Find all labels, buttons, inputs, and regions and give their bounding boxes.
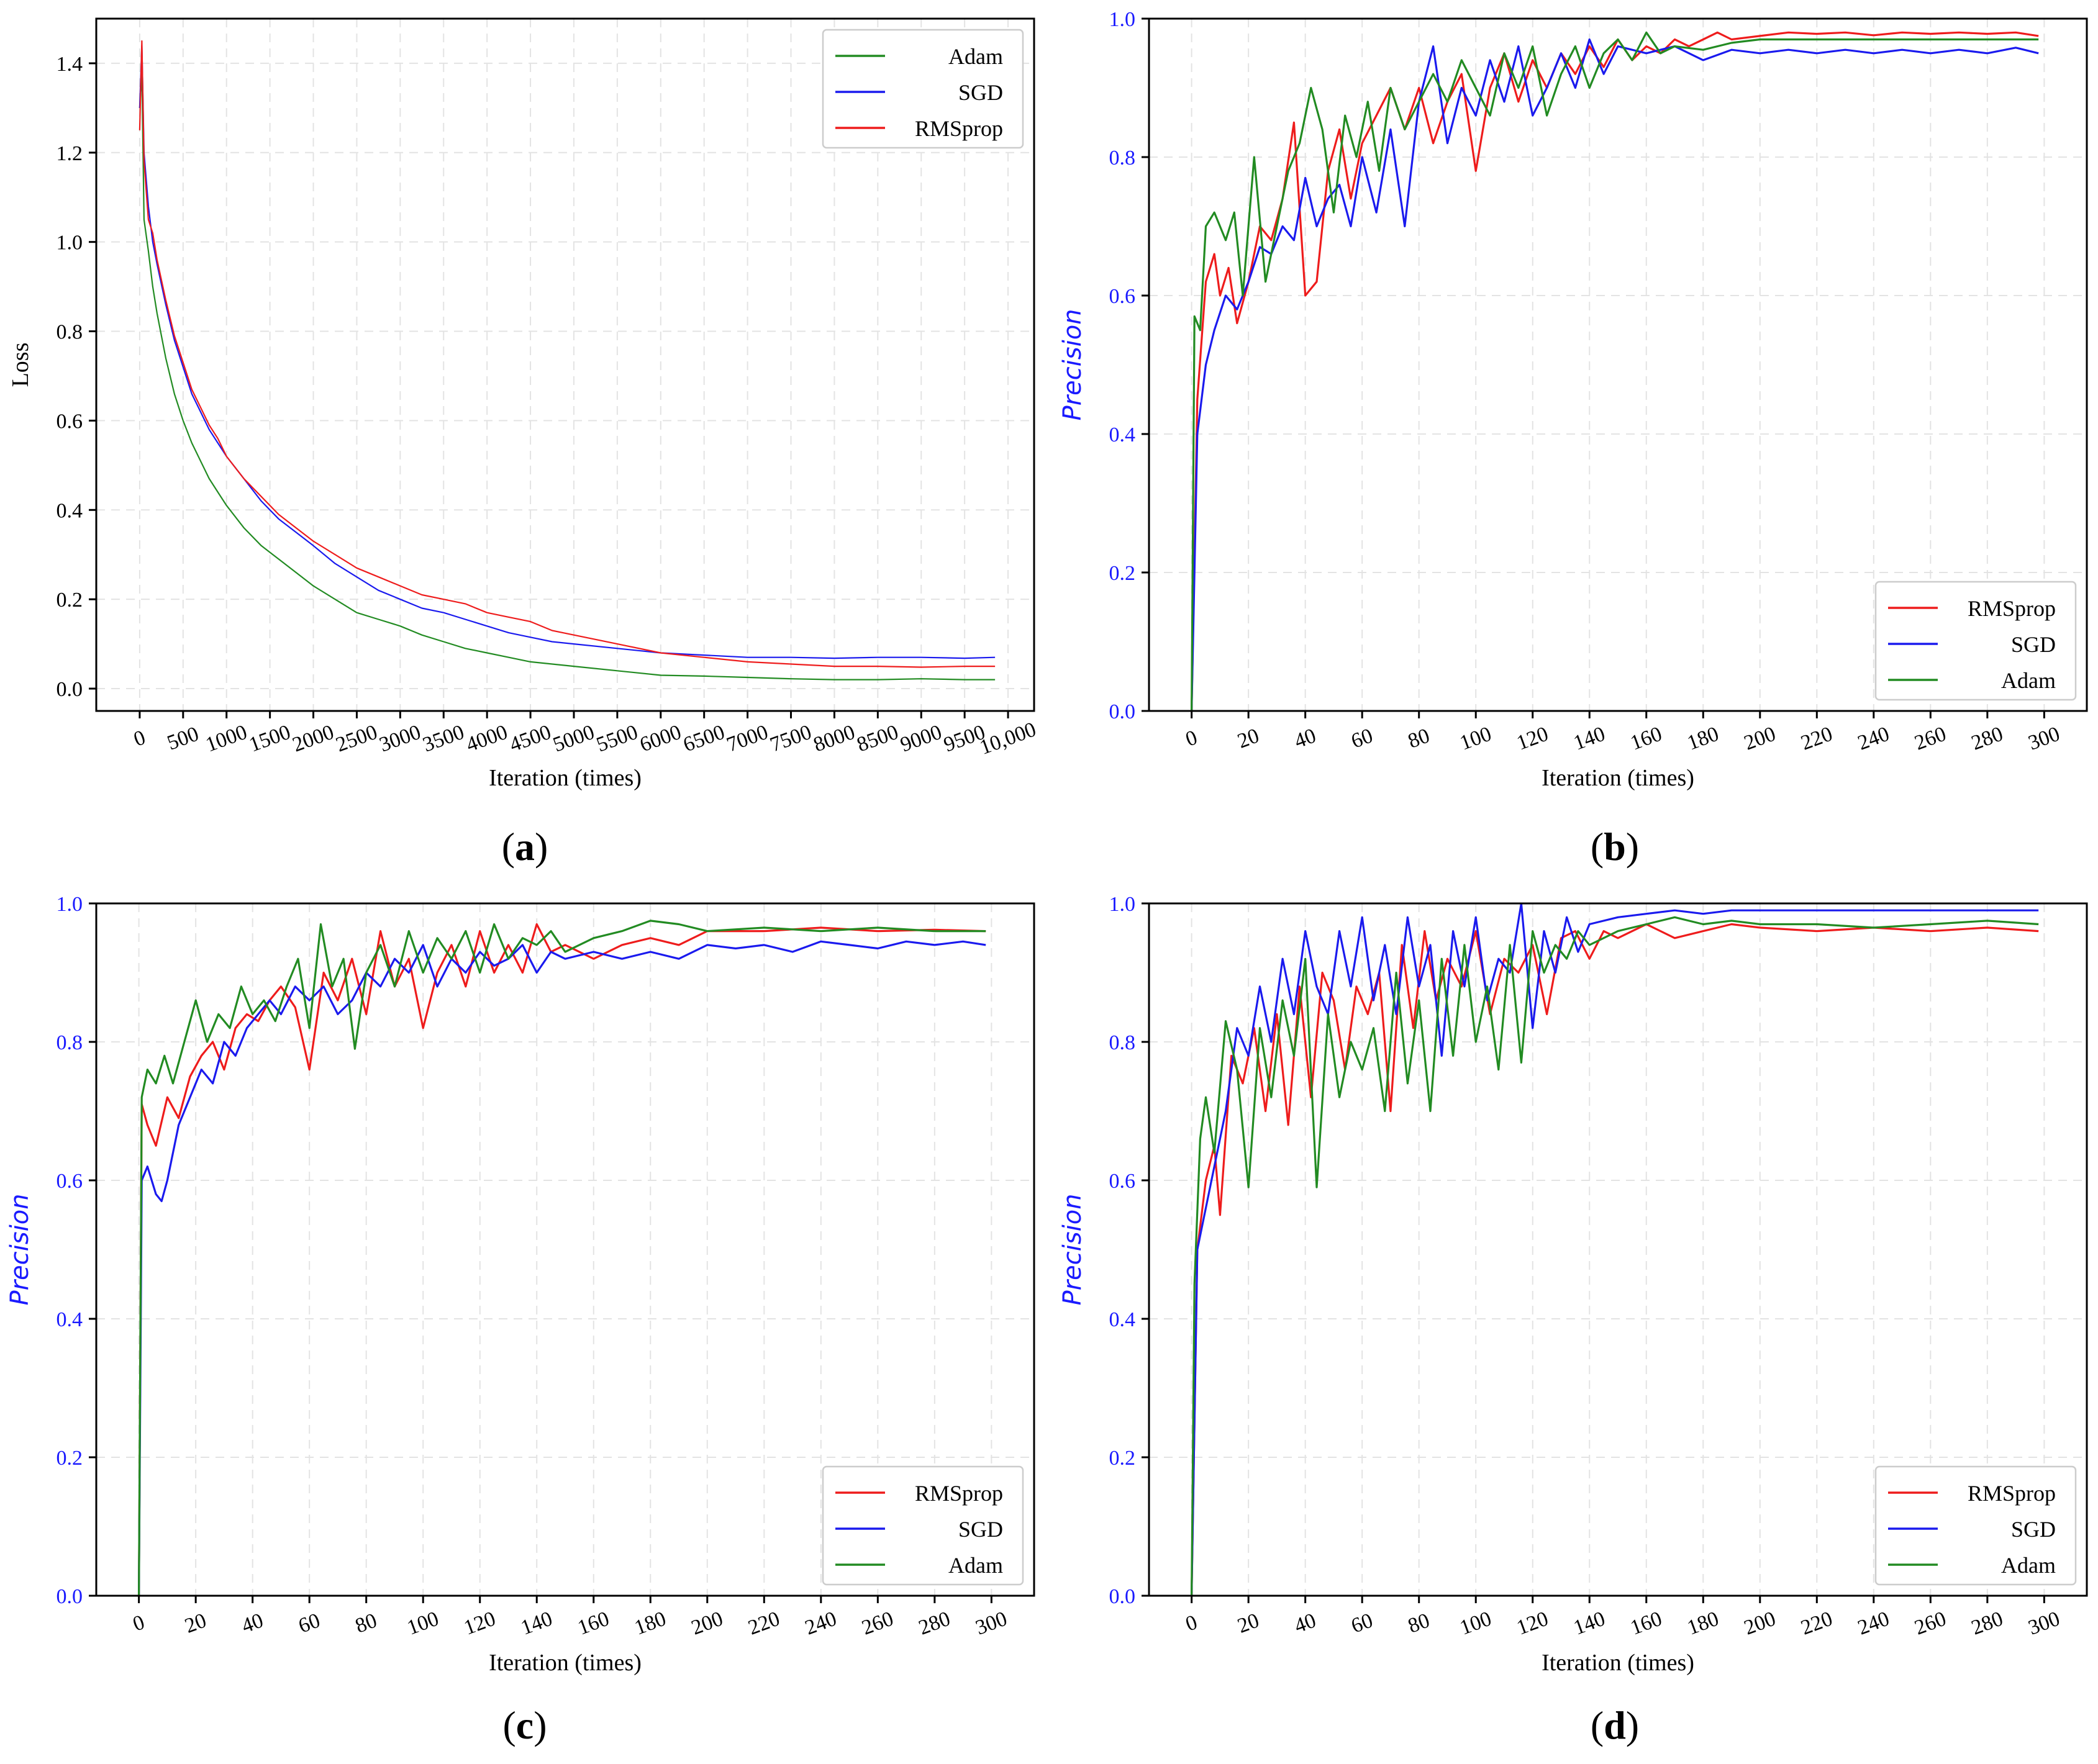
panel-b-ytick-label-0: 0.0 [1109,700,1136,723]
panel-d-series-adam [1191,916,2039,1596]
panel-a-ytick-label-5: 1.0 [57,232,83,255]
panel-c-ylabel: Precision [6,1193,34,1305]
panel-b: 0 20 40 60 80 100 120 140 160 180 200 220 240 260 280 3… [1058,8,2088,869]
panel-c-legend-box [822,1465,1024,1586]
panel-b-axes-frame [1148,17,2088,712]
panel-c-ytick-label-1: 0.2 [57,1447,83,1470]
panel-b-ytick-label-4: 0.8 [1109,147,1136,170]
panel-c-series-adam [138,920,986,1596]
panel-a-series [139,40,996,681]
panel-d-series [1191,903,2039,1596]
panel-d-xlabel: Iteration (times) [1542,1650,1694,1676]
panel-c-ytick-label-4: 0.8 [57,1031,83,1054]
panel-a-legend-label-rmsprop: RMSprop [915,116,1003,141]
panel-a-ytick-label-1: 0.2 [57,589,83,612]
panel-d-ytick-label-4: 0.8 [1109,1031,1136,1054]
panel-b-legend-box [1874,581,2077,701]
panel-b-ylabel: Precision [1058,309,1087,420]
panel-a-ytick-label-2: 0.4 [57,499,83,522]
panel-c-ytick-label-3: 0.6 [57,1170,83,1193]
panel-a-legend-label-adam: Adam [948,44,1003,69]
panel-a-series-rmsprop [139,40,996,668]
panel-b-ytick-label-3: 0.6 [1109,285,1136,308]
panel-a-grid [96,19,1034,711]
panel-c-caption: (c) [502,1703,547,1747]
panel-c-series [138,920,986,1596]
panel-a-ytick-label-0: 0.0 [57,678,83,701]
panel-b-ytick-label-1: 0.2 [1109,562,1136,585]
panel-b-legend-label-sgd: SGD [2011,632,2056,657]
panel-c-xlabel: Iteration (times) [489,1650,642,1676]
panel-b-series [1191,31,2039,711]
panel-d-series-sgd [1191,903,2039,1596]
panel-a-axes-frame [95,17,1035,712]
panel-d-ytick-label-1: 0.2 [1109,1447,1136,1470]
panel-d-ytick-label-0: 0.0 [1109,1585,1136,1608]
panel-c: 0 20 40 60 80 100 120 140 160 180 200 220 240 260 280 3… [6,893,1035,1747]
panel-a-legend-label-sgd: SGD [958,80,1003,105]
panel-b-legend-label-adam: Adam [2001,668,2056,693]
panel-c-ytick-label-5: 1.0 [57,893,83,916]
panel-d-ytick-label-2: 0.4 [1109,1308,1136,1331]
panel-c-axes-frame [95,902,1035,1597]
panel-d-legend-label-rmsprop: RMSprop [1968,1481,2056,1506]
panel-c-ytick-label-0: 0.0 [57,1585,83,1608]
panel-d-ylabel: Precision [1058,1193,1087,1305]
panel-c-legend-label-sgd: SGD [958,1517,1003,1542]
panel-c-ytick-label-2: 0.4 [57,1308,83,1331]
panel-b-caption: (b) [1591,825,1639,869]
panel-a-ytick-label-6: 1.2 [57,142,83,165]
panel-d-axes-frame [1148,902,2088,1597]
panel-a-legend: Adam SGD RMSprop [822,29,1024,149]
panel-d-legend-box [1874,1465,2077,1586]
panel-d-legend-label-sgd: SGD [2011,1517,2056,1542]
panel-c-legend-label-rmsprop: RMSprop [915,1481,1003,1506]
panel-d-ytick-label-3: 0.6 [1109,1170,1136,1193]
panel-d-legend: RMSprop SGD Adam [1874,1465,2077,1586]
panel-c-legend-label-adam: Adam [948,1553,1003,1578]
panel-a-series-sgd [139,45,996,659]
panel-d-caption: (d) [1591,1703,1639,1747]
panel-a-series-adam [139,71,996,681]
panel-c-series-sgd [138,940,986,1596]
panel-a-ytick-label-3: 0.6 [57,410,83,433]
panel-d: 0 20 40 60 80 100 120 140 160 180 200 220 240 260 280 3… [1058,893,2088,1747]
panel-a-xlabel: Iteration (times) [489,765,642,791]
panel-a-ylabel: Loss [7,343,34,387]
panel-b-legend: RMSprop SGD Adam [1874,581,2077,701]
panel-b-series-adam [1191,31,2039,711]
panel-b-ytick-label-2: 0.4 [1109,423,1136,446]
panel-a-caption: (a) [502,825,548,869]
panel-b-legend-label-rmsprop: RMSprop [1968,596,2056,621]
panel-a-legend-box [822,29,1024,149]
panel-a-ytick-label-4: 0.8 [57,321,83,344]
panel-b-xlabel: Iteration (times) [1542,765,1694,791]
panel-c-legend: RMSprop SGD Adam [822,1465,1024,1586]
panel-d-ytick-label-5: 1.0 [1109,893,1136,916]
panel-b-ytick-label-5: 1.0 [1109,8,1136,31]
panel-a-ytick-label-7: 1.4 [57,53,83,76]
panel-d-legend-label-adam: Adam [2001,1553,2056,1578]
